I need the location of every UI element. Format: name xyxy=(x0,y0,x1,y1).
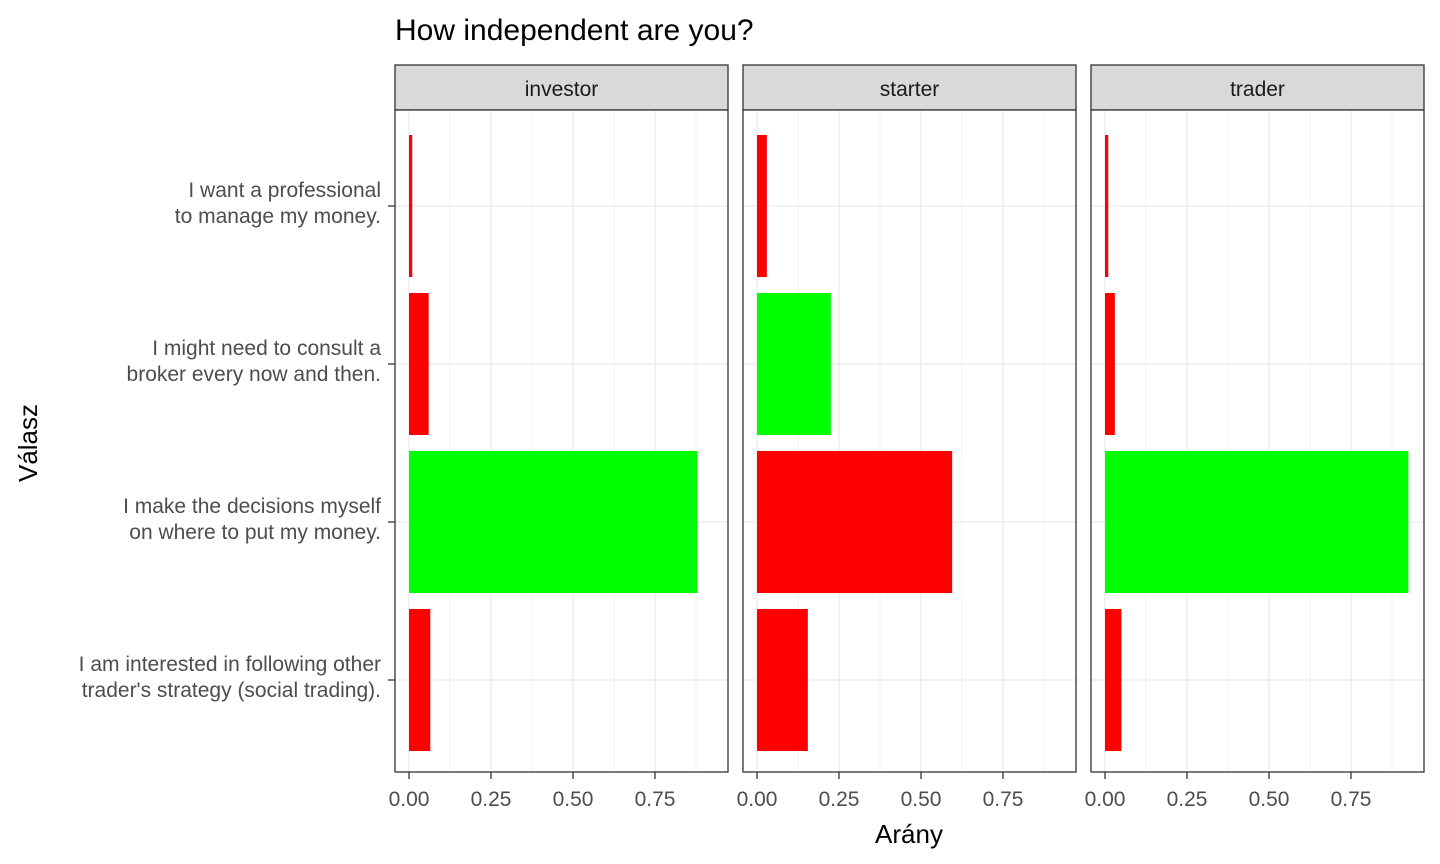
chart-title: How independent are you? xyxy=(395,14,754,47)
panel-starter: starter 0.00 0.25 0.50 0.75 xyxy=(737,64,1077,811)
x-tick-label: 0.00 xyxy=(737,788,778,811)
x-tick-label: 0.75 xyxy=(983,788,1024,811)
bar xyxy=(409,451,698,593)
panel-trader: trader 0.00 0.25 0.50 0.75 xyxy=(1085,64,1425,811)
x-tick-label: 0.50 xyxy=(1249,788,1290,811)
panel-border xyxy=(394,109,729,773)
bar xyxy=(757,451,953,593)
x-tick-label: 0.25 xyxy=(471,788,512,811)
x-tick-label: 0.25 xyxy=(1167,788,1208,811)
panel-border xyxy=(1090,109,1425,773)
facet-strip-label: investor xyxy=(525,78,599,101)
y-tick-label: I am interested in following other trader… xyxy=(79,653,381,702)
y-tick-label: I make the decisions myself on where to p… xyxy=(123,495,381,544)
panel-background xyxy=(395,110,728,772)
y-axis-labels: I want a professional to manage my money.… xyxy=(79,179,395,702)
x-tick-label: 0.50 xyxy=(901,788,942,811)
x-tick-label: 0.00 xyxy=(389,788,430,811)
bar xyxy=(409,609,431,751)
facet-panels: investor 0.00 0.25 0.50 0.75 starter 0.00 0.25 0… xyxy=(389,64,1425,811)
panel-background xyxy=(1091,110,1424,772)
bar xyxy=(1105,293,1115,435)
x-tick-label: 0.50 xyxy=(553,788,594,811)
facet-strip-label: trader xyxy=(1230,78,1285,101)
bar xyxy=(757,293,831,435)
bar xyxy=(1105,609,1122,751)
bar xyxy=(757,135,767,277)
x-tick-label: 0.75 xyxy=(1331,788,1372,811)
facet-strip xyxy=(1090,64,1425,111)
x-tick-label: 0.25 xyxy=(819,788,860,811)
x-tick-label: 0.75 xyxy=(635,788,676,811)
facet-strip-label: starter xyxy=(880,78,940,101)
panel-border xyxy=(742,109,1077,773)
facet-strip xyxy=(742,64,1077,111)
y-tick-label: I want a professional to manage my money. xyxy=(175,179,381,228)
y-tick-label: I might need to consult a broker every no… xyxy=(127,337,382,386)
bar xyxy=(1105,135,1109,277)
x-axis-title: Arány xyxy=(875,819,943,849)
bar xyxy=(409,293,429,435)
bar xyxy=(409,135,413,277)
y-axis-title: Válasz xyxy=(13,404,43,482)
panel-investor: investor 0.00 0.25 0.50 0.75 xyxy=(389,64,729,811)
x-tick-label: 0.00 xyxy=(1085,788,1126,811)
bar xyxy=(757,609,808,751)
facet-strip xyxy=(394,64,729,111)
bar xyxy=(1105,451,1409,593)
